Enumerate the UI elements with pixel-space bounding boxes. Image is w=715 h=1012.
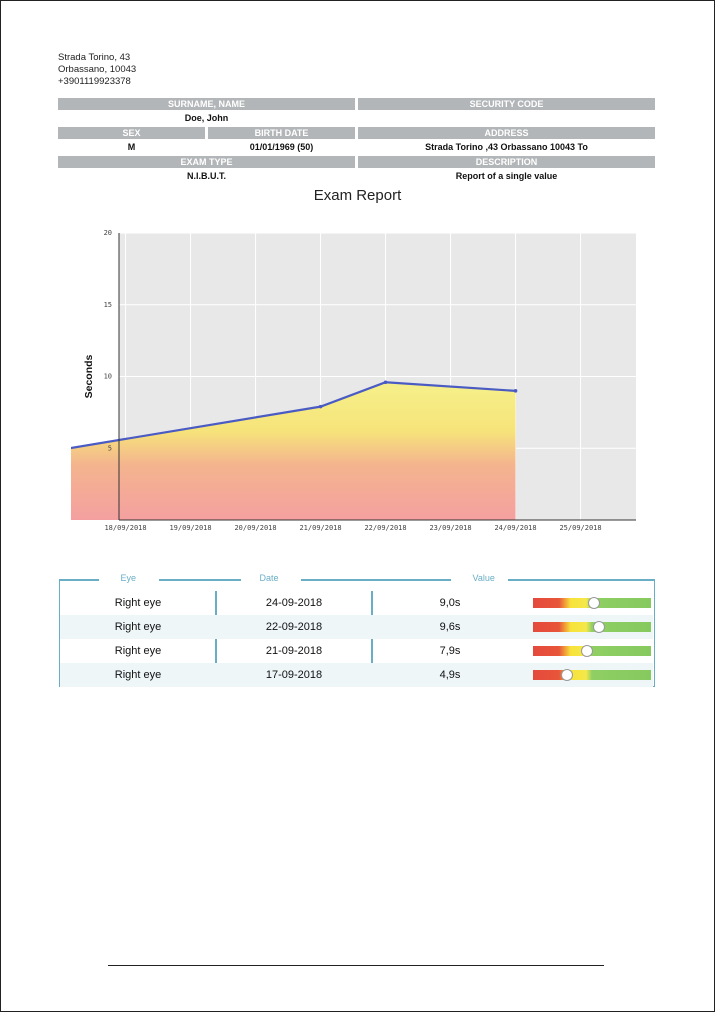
- address-value: Strada Torino ,43 Orbassano 10043 To: [425, 142, 588, 152]
- table-row: Right eye 22-09-2018 9,6s: [60, 615, 653, 639]
- results-table-header: Eye Date Value: [58, 573, 655, 583]
- header-date: Date: [259, 573, 279, 583]
- table-row: Right eye 24-09-2018 9,0s: [60, 591, 653, 615]
- level-bar: [533, 621, 651, 633]
- date-cell: 21-09-2018: [265, 645, 323, 657]
- x-tick-label: 20/09/2018: [234, 524, 276, 532]
- data-point: [513, 389, 518, 393]
- data-point: [318, 404, 323, 409]
- footer-line: [108, 965, 604, 966]
- sex-label: SEX: [58, 127, 205, 139]
- date-cell: 22-09-2018: [265, 621, 323, 633]
- value-cell: 9,6s: [439, 621, 461, 633]
- exam-type-value: N.I.B.U.T.: [186, 171, 226, 181]
- series-line: [71, 381, 516, 450]
- level-bar: [533, 597, 651, 609]
- clinic-address: Strada Torino, 43 Orbassano, 10043 +3901…: [58, 52, 136, 88]
- level-marker: [593, 621, 606, 633]
- results-table: Eye Date Value Right eye 24-09-2018 9,0s…: [58, 573, 655, 687]
- y-tick-label: 10: [104, 373, 112, 381]
- x-tick-label: 18/09/2018: [104, 524, 146, 532]
- surname-name-value: Doe, John: [184, 113, 229, 123]
- value-cell: 4,9s: [439, 669, 461, 681]
- table-row: Right eye 17-09-2018 4,9s: [60, 663, 653, 687]
- y-tick-label: 5: [108, 444, 112, 452]
- level-marker: [588, 597, 601, 609]
- exam-type-label: EXAM TYPE: [58, 156, 355, 168]
- security-code-value: [358, 110, 655, 127]
- address-label: ADDRESS: [358, 127, 655, 139]
- x-tick-label: 25/09/2018: [559, 524, 601, 532]
- exam-chart: 5 10 15 20 18/09/2018 19/09/2018 20/09/2018 21/…: [71, 229, 636, 532]
- surname-name-label: SURNAME, NAME: [58, 98, 355, 110]
- x-tick-label: 22/09/2018: [364, 524, 406, 532]
- x-tick-label: 21/09/2018: [299, 524, 341, 532]
- patient-info-table: SURNAME, NAME SECURITY CODE Doe, John SE…: [58, 98, 655, 185]
- level-bar: [533, 645, 651, 657]
- series-area: [71, 382, 516, 520]
- value-cell: 9,0s: [439, 597, 461, 609]
- header-eye: Eye: [120, 573, 137, 583]
- y-axis-label: Seconds: [83, 354, 95, 398]
- address-phone: +3901119923378: [58, 76, 131, 87]
- birth-date-value: 01/01/1969 (50): [249, 142, 314, 152]
- date-cell: 24-09-2018: [265, 597, 323, 609]
- level-bar: [533, 669, 651, 681]
- data-point: [383, 380, 388, 385]
- address-line1: Strada Torino, 43: [58, 52, 131, 63]
- report-title: Exam Report: [313, 187, 402, 204]
- y-tick-label: 15: [104, 301, 112, 309]
- security-code-label: SECURITY CODE: [358, 98, 655, 110]
- level-marker: [561, 669, 574, 681]
- address-line2: Orbassano, 10043: [58, 64, 137, 75]
- description-label: DESCRIPTION: [358, 156, 655, 168]
- eye-cell: Right eye: [114, 669, 162, 681]
- y-tick-label: 20: [104, 229, 112, 237]
- description-value: Report of a single value: [455, 171, 558, 181]
- sex-value: M: [127, 142, 136, 152]
- header-value: Value: [472, 573, 495, 583]
- x-tick-label: 19/09/2018: [169, 524, 211, 532]
- x-tick-label: 23/09/2018: [429, 524, 471, 532]
- date-cell: 17-09-2018: [265, 669, 323, 681]
- eye-cell: Right eye: [114, 645, 162, 657]
- value-cell: 7,9s: [439, 645, 461, 657]
- x-tick-label: 24/09/2018: [494, 524, 536, 532]
- level-marker: [581, 645, 594, 657]
- eye-cell: Right eye: [114, 597, 162, 609]
- eye-cell: Right eye: [114, 621, 162, 633]
- table-row: Right eye 21-09-2018 7,9s: [60, 639, 653, 663]
- birth-date-label: BIRTH DATE: [208, 127, 355, 139]
